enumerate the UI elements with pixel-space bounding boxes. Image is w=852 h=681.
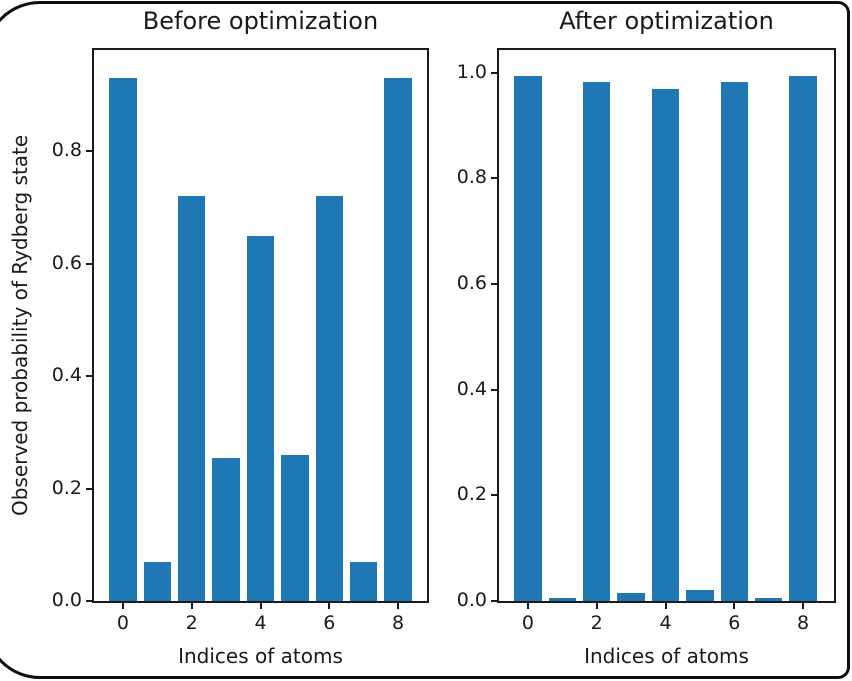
- after-chart-title: After optimization: [559, 7, 774, 35]
- x-tick-4: [259, 603, 262, 609]
- y-tick-0.2: [491, 494, 497, 497]
- bar-atom-1: [548, 597, 577, 601]
- before-chart-plot-area: 0 2 4 6 8 0.0 0.2 0.4 0.6 0.8: [52, 48, 429, 634]
- x-tick-2: [595, 603, 598, 609]
- y-axis-label: Observed probability of Rydberg state: [8, 134, 32, 517]
- x-tick-label-2: 2: [590, 612, 603, 634]
- x-tick-label-8: 8: [392, 612, 405, 634]
- bar-atom-7: [349, 561, 378, 601]
- y-tick-label-0.0: 0.0: [51, 589, 82, 611]
- x-tick-label-6: 6: [323, 612, 336, 634]
- after-chart-x-axis-label: Indices of atoms: [584, 644, 749, 668]
- y-tick-0.2: [86, 487, 92, 490]
- y-tick-0.6: [86, 262, 92, 265]
- bar-atom-5: [281, 454, 309, 601]
- x-tick-0: [121, 603, 124, 609]
- x-tick-0: [526, 603, 529, 609]
- x-tick-label-8: 8: [797, 612, 810, 634]
- before-chart-x-axis-label: Indices of atoms: [178, 644, 343, 668]
- y-tick-label-0.6: 0.6: [456, 272, 487, 295]
- bar-atom-3: [212, 457, 240, 601]
- y-tick-label-0.4: 0.4: [51, 364, 82, 387]
- y-tick-0.0: [86, 600, 92, 602]
- x-tick-label-2: 2: [185, 612, 198, 634]
- bar-atom-8: [789, 76, 817, 601]
- bar-atom-6: [315, 196, 344, 601]
- y-tick-label-0.6: 0.6: [51, 251, 82, 274]
- y-tick-label-1.0: 1.0: [456, 60, 487, 83]
- bar-atom-1: [143, 561, 172, 601]
- y-tick-0.8: [491, 177, 497, 180]
- bar-atom-4: [651, 88, 680, 601]
- x-tick-8: [397, 603, 400, 609]
- x-tick-label-4: 4: [659, 612, 672, 634]
- y-tick-label-0.4: 0.4: [456, 377, 487, 400]
- bar-atom-0: [109, 78, 137, 601]
- y-tick-1.0: [491, 71, 497, 74]
- x-tick-label-0: 0: [521, 612, 534, 634]
- y-tick-label-0.2: 0.2: [51, 476, 82, 499]
- bar-atom-6: [720, 81, 749, 601]
- before-chart-title: Before optimization: [142, 7, 379, 35]
- y-tick-label-0.2: 0.2: [456, 483, 487, 506]
- y-tick-0.0: [491, 600, 497, 602]
- bar-atom-7: [754, 597, 783, 601]
- bar-atom-8: [384, 78, 412, 601]
- bar-atom-5: [686, 590, 714, 601]
- y-tick-label-0.8: 0.8: [51, 139, 82, 162]
- y-tick-0.8: [86, 150, 92, 153]
- x-tick-6: [328, 603, 331, 609]
- x-tick-label-6: 6: [728, 612, 741, 634]
- x-tick-6: [733, 603, 736, 609]
- x-tick-label-0: 0: [116, 612, 129, 634]
- y-tick-0.6: [491, 283, 497, 286]
- after-chart-plot-area: 0 2 4 6 8 0.0 0.2 0.4 0.6 0.8 1.0: [457, 48, 836, 634]
- y-tick-label-0.0: 0.0: [456, 589, 487, 611]
- bar-atom-2: [177, 196, 206, 601]
- bar-atom-2: [582, 81, 611, 601]
- y-tick-label-0.8: 0.8: [456, 166, 487, 189]
- y-tick-0.4: [86, 375, 92, 378]
- x-tick-4: [664, 603, 667, 609]
- x-tick-label-4: 4: [254, 612, 267, 634]
- y-tick-0.4: [491, 388, 497, 391]
- bar-atom-3: [617, 592, 645, 601]
- x-tick-8: [802, 603, 805, 609]
- bar-atom-0: [514, 76, 542, 601]
- bar-atom-4: [246, 235, 275, 601]
- x-tick-2: [190, 603, 193, 609]
